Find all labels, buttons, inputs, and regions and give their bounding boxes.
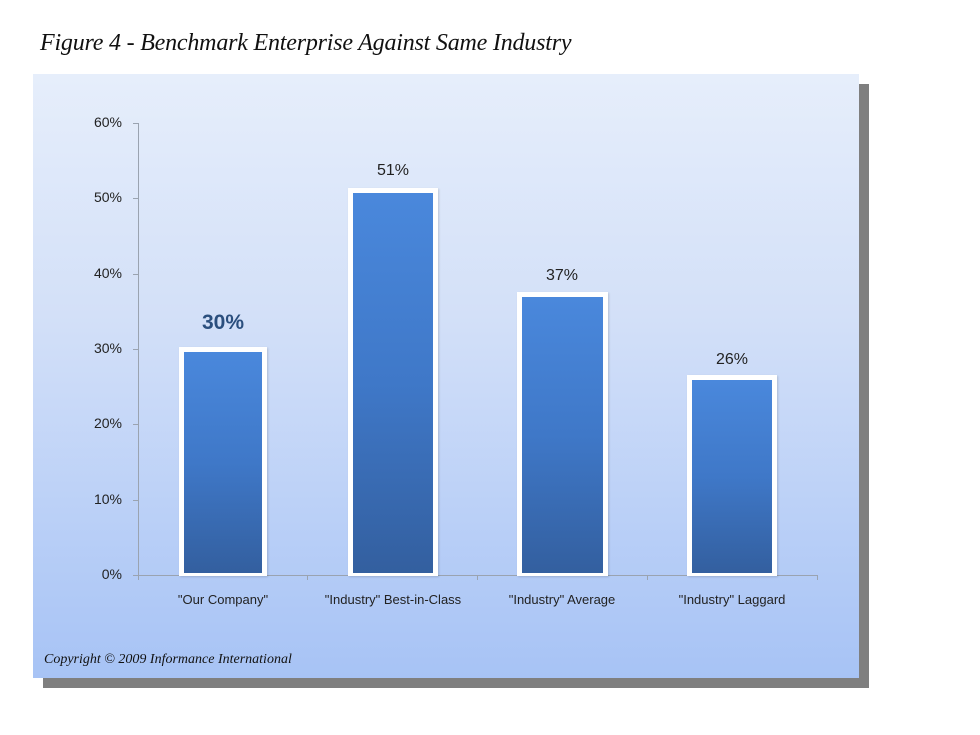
y-tick [133,198,138,199]
y-tick-label: 0% [101,566,122,582]
y-tick-label: 60% [93,114,122,130]
x-axis-line [138,575,818,576]
bar-industry-average [517,292,608,576]
bar-industry-laggard [687,375,777,576]
category-label-industry-laggard: "Industry" Laggard [678,592,786,607]
x-tick [817,575,818,580]
y-tick-label: 50% [93,189,122,205]
value-label-industry-average: 37% [545,267,579,284]
x-tick [647,575,648,580]
y-tick [133,424,138,425]
x-tick [307,575,308,580]
y-axis-line [138,123,139,575]
y-tick-label: 10% [93,491,122,507]
category-label-industry-average: "Industry" Average [508,592,616,607]
bar-our-company [179,347,267,576]
x-tick [477,575,478,580]
category-label-our-company: "Our Company" [177,592,269,607]
y-tick [133,575,138,576]
y-tick-label: 20% [93,415,122,431]
value-label-our-company: 30% [201,311,245,334]
x-tick [138,575,139,580]
figure-title: Figure 4 - Benchmark Enterprise Against … [40,30,572,56]
y-tick-label: 30% [93,340,122,356]
y-tick [133,500,138,501]
y-tick [133,274,138,275]
y-tick [133,123,138,124]
y-tick-label: 40% [93,265,122,281]
bar-industry-best-in-class [348,188,438,576]
value-label-industry-laggard: 26% [715,351,749,368]
category-label-industry-best-in-class: "Industry" Best-in-Class [324,592,462,607]
copyright-note: Copyright © 2009 Informance Internationa… [44,652,292,667]
y-tick [133,349,138,350]
value-label-industry-best-in-class: 51% [376,162,410,179]
